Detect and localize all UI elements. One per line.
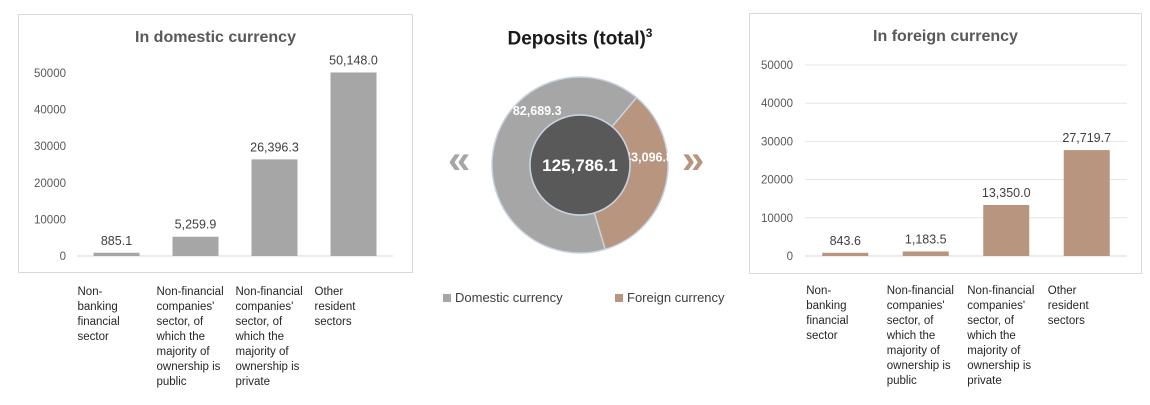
foreign-y-tick-label: 30000	[761, 136, 793, 148]
deposits-total-title: Deposits (total)3	[507, 26, 653, 50]
legend-domestic-swatch	[443, 293, 451, 302]
domestic-data-label: 50,148.0	[329, 53, 378, 67]
domestic-bar	[172, 236, 219, 256]
domestic-data-label: 26,396.3	[250, 140, 299, 154]
domestic-category-label: Non-financial companies' sector, of which t…	[156, 286, 224, 388]
domestic-y-tick-label: 20000	[34, 178, 66, 190]
foreign-data-label: 27,719.7	[1062, 131, 1111, 145]
foreign-y-tick-label: 0	[787, 251, 793, 263]
domestic-bar-plot: 0 10000 20000 30000 40000 50000 885.1 5,259.9 26…	[34, 53, 393, 263]
domestic-y-tick-label: 50000	[34, 68, 66, 80]
foreign-chart-title: In foreign currency	[873, 28, 1018, 45]
domestic-category-label: Non-banking financial sector	[77, 286, 120, 343]
foreign-y-tick-label: 10000	[761, 213, 793, 225]
donut-center	[529, 114, 631, 216]
domestic-data-label: 885.1	[101, 234, 132, 248]
chevron-left-icon: «	[448, 138, 470, 182]
domestic-y-tick-label: 40000	[34, 105, 66, 117]
foreign-category-label: Other resident sectors	[1047, 285, 1089, 327]
domestic-currency-chart: In domestic currency 0 10000 20000 30000 400…	[18, 14, 413, 273]
domestic-bar	[93, 252, 140, 256]
donut-center-total: 125,786.1	[542, 156, 618, 175]
deposits-donut-chart: 82,689.3 43,096.8 125,786.1	[491, 76, 673, 254]
foreign-bar	[1063, 150, 1110, 256]
donut-label-domestic: 82,689.3	[513, 104, 562, 118]
domestic-y-tick-label: 0	[60, 251, 66, 263]
foreign-data-label: 843.6	[830, 234, 861, 248]
legend-domestic: Domestic currency	[443, 290, 563, 305]
foreign-y-tick-label: 50000	[761, 60, 793, 72]
foreign-bar	[902, 251, 949, 256]
legend-foreign-label: Foreign currency	[627, 290, 725, 305]
foreign-y-tick-label: 40000	[761, 98, 793, 110]
legend-domestic-label: Domestic currency	[455, 290, 563, 305]
foreign-bar	[983, 205, 1030, 256]
foreign-category-label: Non-financial companies' sector, of which t…	[886, 285, 954, 387]
foreign-category-label: Non-banking financial sector	[806, 285, 849, 342]
foreign-bar	[822, 252, 869, 256]
foreign-bar-plot: 0 10000 20000 30000 40000 50000 843.6 1,183.5 13…	[761, 60, 1127, 263]
foreign-category-label: Non-financial companies' sector, of which t…	[967, 285, 1035, 387]
domestic-y-tick-label: 30000	[34, 141, 66, 153]
legend-foreign: Foreign currency	[615, 290, 725, 305]
domestic-bar	[251, 159, 298, 256]
foreign-data-label: 13,350.0	[982, 186, 1031, 200]
domestic-y-tick-label: 10000	[34, 214, 66, 226]
domestic-category-label: Other resident sectors	[314, 286, 356, 328]
legend-foreign-swatch	[615, 293, 623, 302]
domestic-bar	[330, 72, 377, 257]
foreign-y-tick-label: 20000	[761, 175, 793, 187]
domestic-data-label: 5,259.9	[175, 218, 217, 232]
donut-label-foreign: 43,096.8	[624, 150, 673, 164]
domestic-chart-title: In domestic currency	[135, 29, 296, 46]
foreign-currency-chart: In foreign currency 0 10000 20000 30000 4000…	[749, 13, 1142, 274]
foreign-data-label: 1,183.5	[905, 232, 947, 246]
domestic-category-label: Non-financial companies' sector, of which t…	[235, 286, 303, 388]
